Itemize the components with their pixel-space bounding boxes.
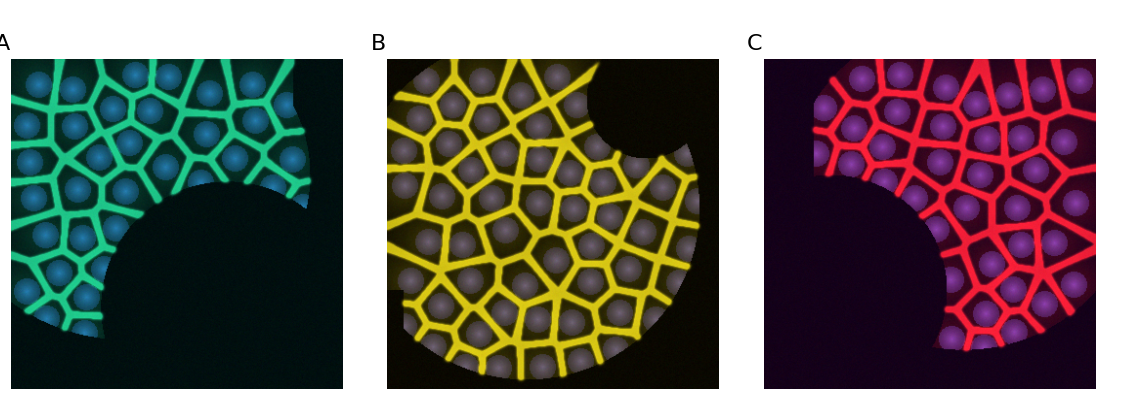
Text: C: C: [747, 34, 763, 54]
Text: B: B: [371, 34, 386, 54]
Text: A: A: [0, 34, 10, 54]
